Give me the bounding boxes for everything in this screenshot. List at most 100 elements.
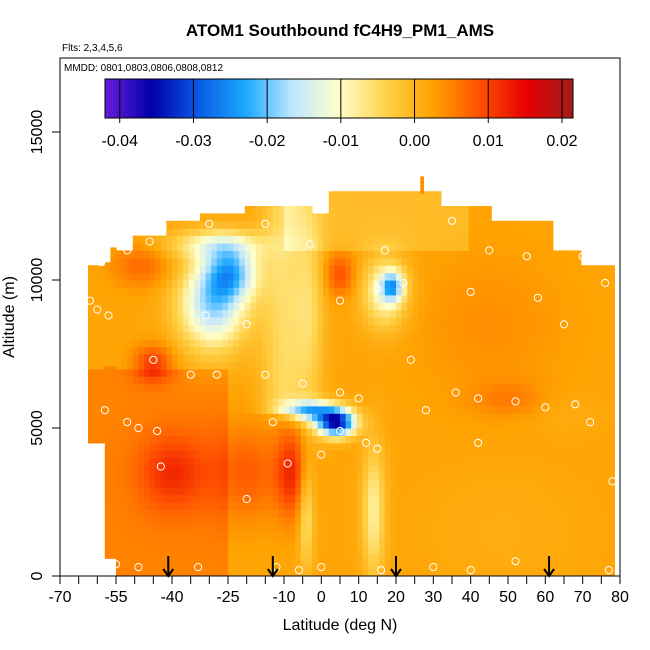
- colorbar-segment: [471, 79, 476, 118]
- heat-cell: [144, 420, 151, 429]
- heat-cell: [216, 331, 223, 340]
- heat-cell: [216, 280, 223, 288]
- heat-cell: [328, 502, 335, 510]
- heat-cell: [300, 235, 307, 244]
- heat-cell: [233, 361, 240, 370]
- heat-cell: [216, 220, 223, 229]
- heat-cell: [155, 368, 162, 377]
- heat-cell: [345, 405, 352, 414]
- heat-cell: [278, 302, 285, 311]
- heat-cell: [379, 280, 386, 288]
- colorbar-segment: [541, 79, 547, 118]
- heat-cell: [552, 257, 559, 266]
- heat-cell: [132, 405, 139, 414]
- heat-cell: [552, 561, 559, 570]
- heat-cell: [228, 442, 235, 451]
- heat-cell: [132, 398, 139, 407]
- heat-cell: [401, 213, 408, 222]
- heat-cell: [239, 502, 246, 510]
- heat-cell: [340, 442, 347, 451]
- heat-cell: [194, 391, 201, 399]
- heat-cell: [116, 317, 123, 325]
- heat-cell: [334, 198, 341, 207]
- heat-cell: [508, 553, 515, 562]
- heat-cell: [116, 250, 123, 259]
- heat-cell: [418, 220, 425, 229]
- heat-cell: [312, 487, 319, 496]
- heat-cell: [384, 302, 391, 311]
- heat-cell: [256, 450, 263, 459]
- heat-cell: [256, 516, 263, 525]
- colorbar-segment: [397, 79, 402, 118]
- heat-cell: [317, 354, 324, 362]
- heat-cell: [597, 361, 604, 370]
- heat-cell: [446, 272, 453, 281]
- heat-cell: [160, 502, 167, 510]
- heat-cell: [547, 405, 554, 414]
- heat-cell: [491, 435, 498, 444]
- heat-cell: [373, 361, 380, 370]
- heat-cell: [272, 220, 279, 229]
- heat-cell: [412, 398, 419, 407]
- heat-cell: [312, 553, 319, 562]
- heat-cell: [390, 294, 397, 303]
- heat-cell: [524, 376, 531, 385]
- heat-cell: [474, 539, 481, 547]
- heat-cell: [575, 479, 582, 488]
- heat-cell: [345, 539, 352, 547]
- heat-cell: [368, 198, 375, 207]
- heat-cell: [407, 368, 414, 377]
- heat-cell: [104, 476, 111, 485]
- heat-cell: [547, 331, 554, 340]
- heat-cell: [368, 568, 375, 576]
- heat-cell: [429, 516, 436, 525]
- heat-cell: [172, 539, 179, 547]
- heat-cell: [250, 272, 257, 281]
- heat-cell: [401, 324, 408, 333]
- heat-cell: [177, 457, 184, 466]
- heat-cell: [205, 479, 212, 488]
- heat-cell: [390, 413, 397, 422]
- heat-cell: [244, 442, 251, 451]
- heat-cell: [485, 435, 492, 444]
- heat-cell: [558, 442, 565, 451]
- heat-cell: [317, 405, 324, 414]
- heat-cell: [149, 524, 156, 533]
- heat-cell: [300, 398, 307, 407]
- heat-cell: [300, 479, 307, 488]
- heat-cell: [300, 539, 307, 547]
- heat-cell: [569, 465, 576, 473]
- heat-cell: [144, 243, 151, 251]
- heat-cell: [334, 309, 341, 318]
- heat-cell: [530, 561, 537, 570]
- heat-cell: [474, 531, 481, 540]
- heat-cell: [194, 324, 201, 333]
- heat-cell: [368, 494, 375, 503]
- heat-cell: [256, 280, 263, 288]
- heat-cell: [334, 457, 341, 466]
- heat-cell: [216, 346, 223, 355]
- colorbar-segment: [370, 79, 375, 118]
- heat-cell: [300, 420, 307, 429]
- heat-cell: [300, 213, 307, 222]
- heat-cell: [597, 442, 604, 451]
- heat-cell: [496, 257, 503, 266]
- heat-cell: [233, 428, 240, 436]
- heat-cell: [429, 435, 436, 444]
- heat-cell: [110, 454, 117, 463]
- heat-cell: [418, 561, 425, 570]
- heat-cell: [317, 465, 324, 473]
- heat-cell: [222, 368, 229, 377]
- heat-cell: [205, 280, 212, 288]
- colorbar-segment: [342, 79, 348, 118]
- heat-cell: [334, 568, 341, 576]
- heat-cell: [233, 339, 240, 348]
- heat-cell: [323, 398, 330, 407]
- heat-cell: [228, 546, 235, 555]
- heat-cell: [256, 568, 263, 576]
- heat-cell: [552, 383, 559, 392]
- heat-cell: [446, 568, 453, 576]
- heat-cell: [239, 331, 246, 340]
- heat-cell: [536, 265, 543, 274]
- heat-cell: [558, 317, 565, 325]
